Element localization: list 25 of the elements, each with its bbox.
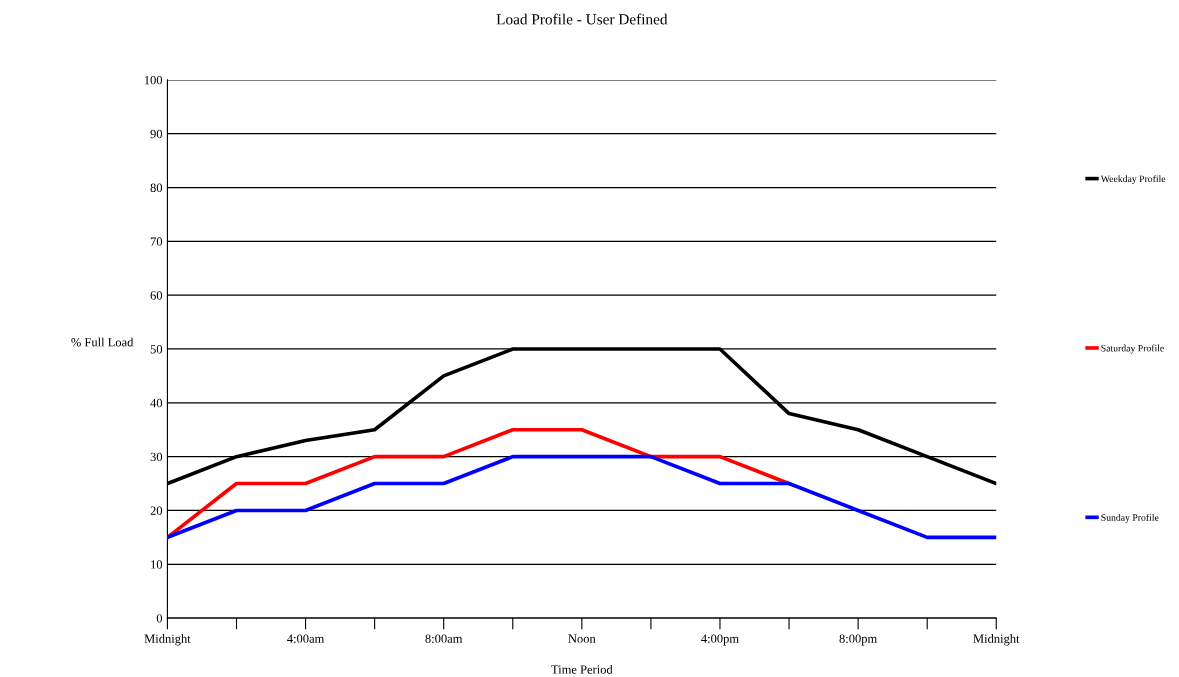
x-axis-title: Time Period	[551, 664, 613, 674]
legend-label: Saturday Profile	[1101, 344, 1164, 354]
y-tick-label: 40	[150, 398, 163, 408]
legend-label: Weekday Profile	[1100, 175, 1166, 185]
y-tick-label: 70	[150, 237, 163, 246]
y-tick-label: 30	[150, 452, 163, 462]
line-series	[167, 454, 997, 540]
y-axis-title: % Full Load	[71, 337, 134, 347]
y-tick-label: 80	[150, 183, 163, 192]
x-tick-label: Noon	[568, 634, 596, 643]
x-tick-label: 4:00am	[287, 634, 325, 643]
x-tick-label: 8:00am	[425, 634, 463, 643]
y-tick-label: 10	[151, 560, 163, 569]
x-tick-label: 8:00pm	[839, 634, 878, 646]
x-tick-label: 4:00pm	[701, 634, 739, 646]
legend-label: Sunday Profile	[1101, 513, 1159, 523]
y-tick-label: 0	[156, 614, 163, 623]
y-tick-label: 50	[150, 345, 163, 354]
y-tick-label: 100	[144, 75, 163, 85]
y-tick-label: 60	[150, 291, 163, 300]
x-tick-label: Midnight	[144, 634, 191, 646]
y-tick-label: 20	[150, 506, 163, 515]
chart-title: Load Profile - User Defined	[496, 13, 668, 25]
y-tick-label: 90	[150, 129, 163, 139]
x-tick-label: Midnight	[973, 634, 1020, 646]
